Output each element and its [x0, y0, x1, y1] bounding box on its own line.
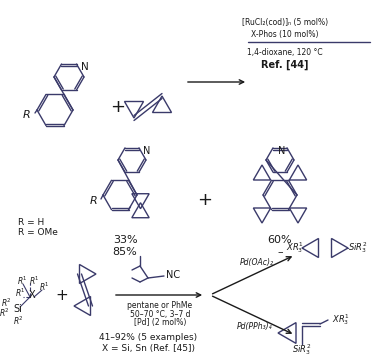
Text: $XR_3^1$: $XR_3^1$ — [332, 312, 350, 327]
Text: N: N — [81, 62, 89, 72]
Text: $SiR_3^2$: $SiR_3^2$ — [348, 241, 368, 256]
Text: +: + — [197, 191, 213, 209]
Text: 50–70 °C, 3–7 d: 50–70 °C, 3–7 d — [130, 310, 190, 318]
Text: X: X — [29, 290, 35, 300]
Text: X-Phos (10 mol%): X-Phos (10 mol%) — [251, 30, 319, 39]
Text: X = Si, Sn (Ref. [45]): X = Si, Sn (Ref. [45]) — [102, 345, 194, 353]
Text: 41–92% (5 examples): 41–92% (5 examples) — [99, 332, 197, 342]
Text: $R^2$: $R^2$ — [0, 297, 11, 309]
Text: R = H
R = OMe: R = H R = OMe — [18, 218, 58, 237]
Text: 1,4-dioxane, 120 °C: 1,4-dioxane, 120 °C — [247, 47, 323, 56]
Text: pentane or PhMe: pentane or PhMe — [127, 301, 193, 310]
Text: [Pd] (2 mol%): [Pd] (2 mol%) — [134, 318, 186, 327]
Text: N: N — [278, 146, 286, 156]
Text: Si: Si — [14, 304, 22, 314]
Text: $R^1$: $R^1$ — [17, 275, 27, 287]
Text: N: N — [143, 146, 151, 156]
Text: 60%
–: 60% – — [268, 235, 292, 257]
Text: +: + — [56, 287, 68, 302]
Text: 33%
85%: 33% 85% — [113, 235, 137, 257]
Text: $XR_3^1$: $XR_3^1$ — [286, 241, 304, 256]
Text: $R^1$: $R^1$ — [39, 281, 49, 293]
Text: R: R — [23, 110, 31, 120]
Text: +: + — [111, 98, 125, 116]
Text: [RuCl₂(cod)]ₙ (5 mol%): [RuCl₂(cod)]ₙ (5 mol%) — [242, 17, 328, 26]
Text: $R^2$: $R^2$ — [13, 315, 23, 327]
Text: $R^1$: $R^1$ — [14, 287, 25, 299]
Text: $SiR_3^2$: $SiR_3^2$ — [292, 343, 312, 357]
Text: Pd(OAc)₂: Pd(OAc)₂ — [240, 257, 274, 266]
Text: R: R — [90, 196, 98, 206]
Text: Ref. [44]: Ref. [44] — [261, 60, 309, 70]
Text: $R^1$: $R^1$ — [28, 275, 39, 287]
Text: NC: NC — [166, 270, 180, 280]
Text: $R^2$: $R^2$ — [0, 307, 9, 319]
Text: Pd(PPh₃)₄: Pd(PPh₃)₄ — [237, 322, 273, 331]
